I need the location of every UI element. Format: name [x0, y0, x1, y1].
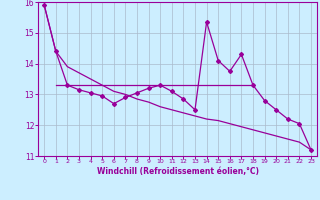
X-axis label: Windchill (Refroidissement éolien,°C): Windchill (Refroidissement éolien,°C) [97, 167, 259, 176]
